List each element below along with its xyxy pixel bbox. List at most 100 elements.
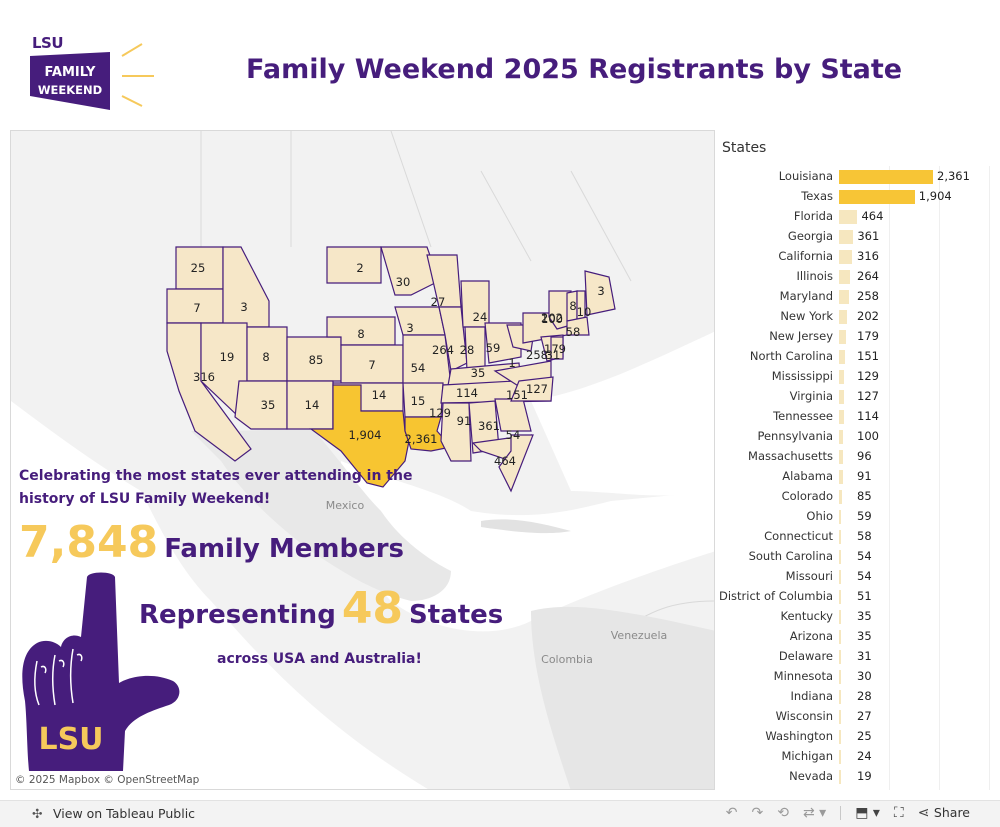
refresh-icon[interactable]: ⇄ ▾ [802, 805, 827, 821]
bar[interactable] [839, 630, 841, 644]
bar-row[interactable]: Kentucky 35 [715, 606, 1000, 626]
bar[interactable] [839, 690, 841, 704]
bar[interactable] [839, 510, 842, 524]
bar-row[interactable]: Massachusetts 96 [715, 446, 1000, 466]
bar[interactable] [839, 190, 915, 204]
bar-row[interactable]: South Carolina 54 [715, 546, 1000, 566]
bar-row[interactable]: Tennessee 114 [715, 406, 1000, 426]
bar[interactable] [839, 350, 845, 364]
state-label-ia: 3 [406, 321, 413, 335]
bar[interactable] [839, 730, 841, 744]
bar-row[interactable]: Georgia 361 [715, 226, 1000, 246]
bar-value-label: 25 [857, 729, 872, 743]
bar[interactable] [839, 450, 843, 464]
state-label-ut: 8 [262, 350, 269, 364]
bar-row[interactable]: Pennsylvania 100 [715, 426, 1000, 446]
bar[interactable] [839, 590, 842, 604]
bar-row[interactable]: Louisiana 2,361 [715, 166, 1000, 186]
bar-row[interactable]: Alabama 91 [715, 466, 1000, 486]
bar-row[interactable]: Indiana 28 [715, 686, 1000, 706]
bar-row[interactable]: Connecticut 58 [715, 526, 1000, 546]
bar-row[interactable]: Michigan 24 [715, 746, 1000, 766]
bar-value-label: 31 [857, 649, 872, 663]
bar-value-label: 114 [857, 409, 879, 423]
bar-row[interactable]: Colorado 85 [715, 486, 1000, 506]
bar-row[interactable]: Wisconsin 27 [715, 706, 1000, 726]
registrants-map[interactable]: Mexico Venezuela Colombia 25 7 3 316 19 … [10, 130, 715, 790]
bar-row[interactable]: Nevada 19 [715, 766, 1000, 786]
bar-value-label: 258 [857, 289, 879, 303]
bar-row[interactable]: Virginia 127 [715, 386, 1000, 406]
bar[interactable] [839, 570, 842, 584]
logo-rays-icon [121, 43, 154, 107]
bar[interactable] [839, 210, 858, 224]
bar[interactable] [839, 430, 843, 444]
bar-row[interactable]: Illinois 264 [715, 266, 1000, 286]
bar[interactable] [839, 670, 841, 684]
bar-row[interactable]: District of Columbia 51 [715, 586, 1000, 606]
bar[interactable] [839, 230, 854, 244]
map-attribution[interactable]: © 2025 Mapbox © OpenStreetMap [15, 774, 200, 786]
view-on-tableau-label: View on Tableau Public [53, 806, 196, 821]
bar[interactable] [839, 270, 850, 284]
bar[interactable] [839, 330, 847, 344]
bar-row[interactable]: Minnesota 30 [715, 666, 1000, 686]
bar-row[interactable]: Ohio 59 [715, 506, 1000, 526]
bar-row[interactable]: Washington 25 [715, 726, 1000, 746]
bar-row[interactable]: Delaware 31 [715, 646, 1000, 666]
bar-category-label: Mississippi [771, 369, 833, 383]
foam-finger-lsu: LSU [38, 722, 103, 757]
bar[interactable] [839, 250, 852, 264]
bar[interactable] [839, 170, 933, 184]
state-label-nj: 179 [544, 342, 566, 356]
bar-row[interactable]: Mississippi 129 [715, 366, 1000, 386]
fullscreen-icon[interactable]: ⛶ [893, 805, 904, 821]
bar-row[interactable]: North Carolina 151 [715, 346, 1000, 366]
bar-row[interactable]: New York 202 [715, 306, 1000, 326]
bar[interactable] [839, 370, 845, 384]
bar[interactable] [839, 290, 850, 304]
bar[interactable] [839, 770, 841, 784]
bar[interactable] [839, 550, 842, 564]
logo-weekend-text: WEEKEND [38, 83, 102, 97]
view-on-tableau-link[interactable]: ✣ View on Tableau Public [32, 806, 195, 821]
bar-value-label: 35 [857, 609, 872, 623]
celebrate-callout: Celebrating the most states ever attendi… [19, 468, 413, 507]
bar[interactable] [839, 490, 843, 504]
bar-row[interactable]: Maryland 258 [715, 286, 1000, 306]
state-label-ne: 8 [357, 327, 364, 341]
share-button[interactable]: ⋖ Share [918, 805, 970, 821]
bar[interactable] [839, 530, 842, 544]
download-icon[interactable]: ⬒ ▾ [855, 805, 880, 821]
revert-icon[interactable]: ⟲ [777, 805, 789, 821]
redo-icon[interactable]: ↷ [751, 805, 764, 821]
bar-row[interactable]: Florida 464 [715, 206, 1000, 226]
across-callout: across USA and Australia! [217, 651, 422, 667]
bar-category-label: Virginia [789, 389, 833, 403]
bar-value-label: 202 [857, 309, 879, 323]
state-label-in: 28 [460, 343, 475, 357]
bar-row[interactable]: Missouri 54 [715, 566, 1000, 586]
bar-value-label: 316 [857, 249, 879, 263]
bar[interactable] [839, 610, 841, 624]
bar[interactable] [839, 470, 843, 484]
bar[interactable] [839, 310, 848, 324]
bar-row[interactable]: Arizona 35 [715, 626, 1000, 646]
state-label-mi: 24 [473, 310, 488, 324]
state-label-nv: 19 [220, 350, 235, 364]
bar-category-label: Wisconsin [775, 709, 833, 723]
bar-category-label: Ohio [806, 509, 833, 523]
bar[interactable] [839, 410, 844, 424]
bar-row[interactable]: Texas 1,904 [715, 186, 1000, 206]
state-label-al: 91 [457, 414, 472, 428]
bar[interactable] [839, 390, 845, 404]
state-label-me: 3 [597, 284, 604, 298]
bar[interactable] [839, 710, 841, 724]
bar-category-label: Pennsylvania [757, 429, 833, 443]
bar-row[interactable]: California 316 [715, 246, 1000, 266]
states-bar-chart[interactable]: Louisiana 2,361 Texas 1,904 Florida 464 Georgi… [715, 166, 1000, 790]
bar-row[interactable]: New Jersey 179 [715, 326, 1000, 346]
undo-icon[interactable]: ↶ [725, 805, 738, 821]
bar[interactable] [839, 650, 841, 664]
bar[interactable] [839, 750, 841, 764]
